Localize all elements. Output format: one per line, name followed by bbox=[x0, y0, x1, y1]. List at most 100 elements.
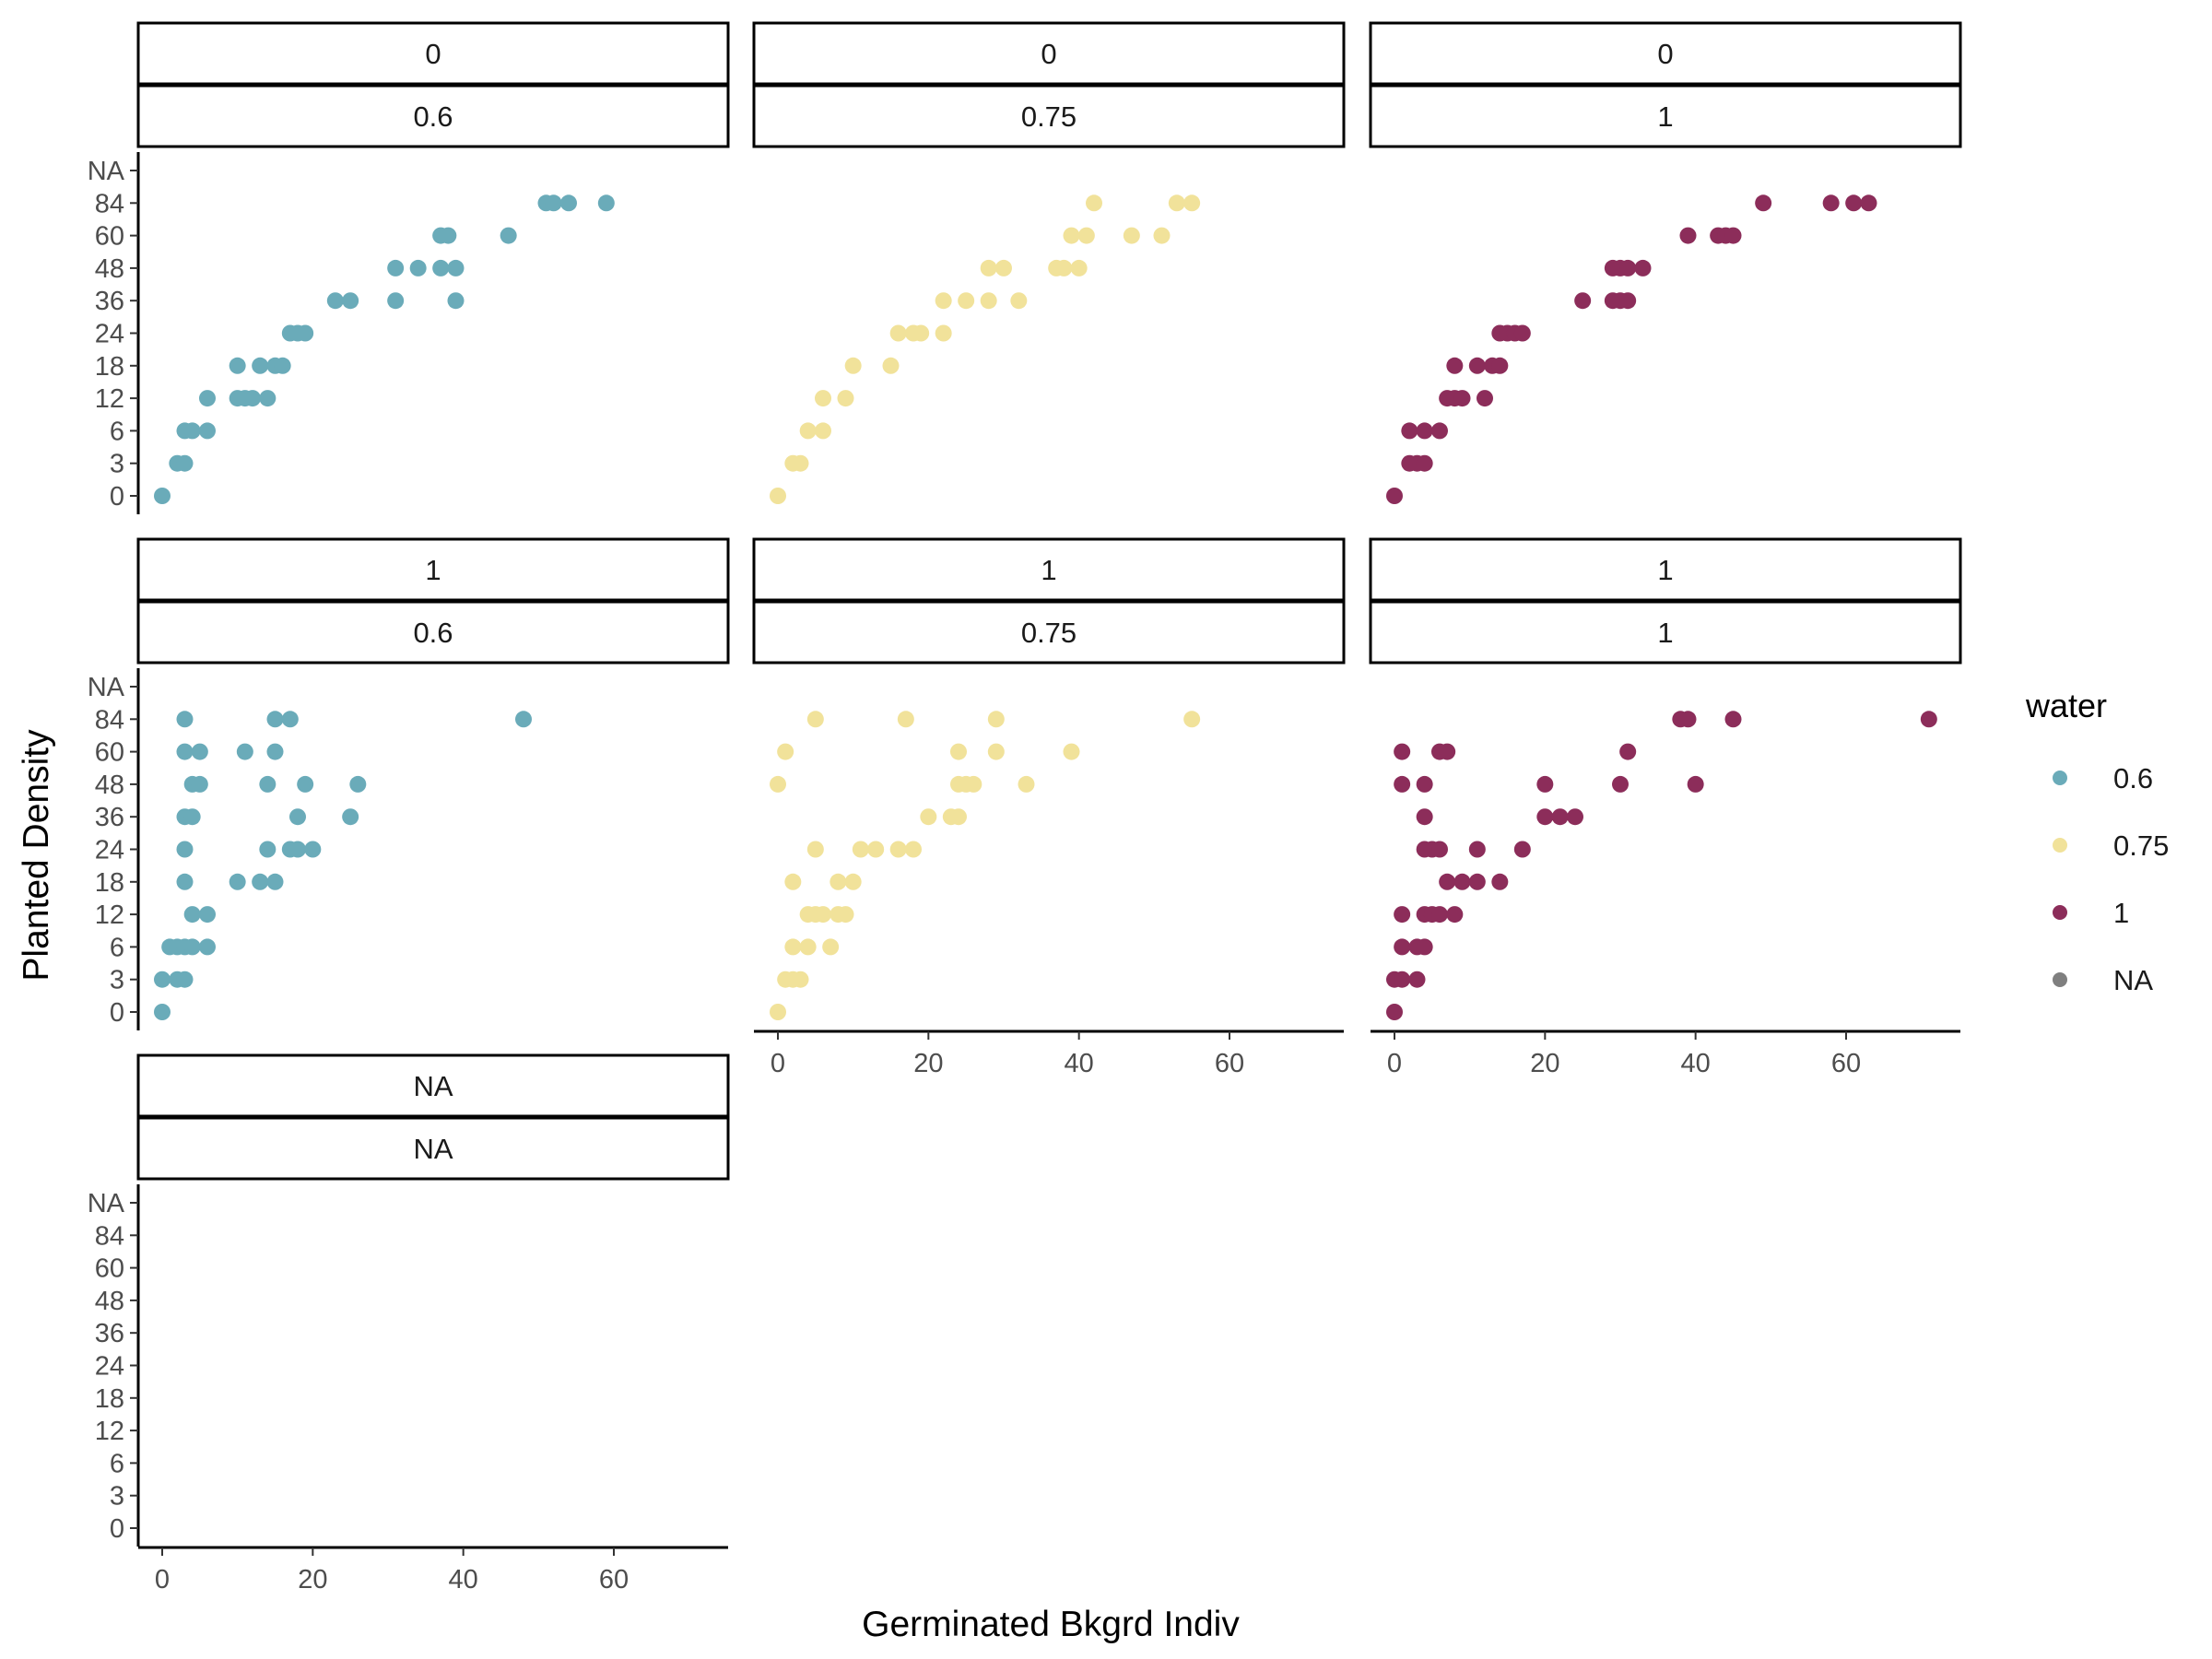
data-point bbox=[1724, 227, 1742, 244]
data-point bbox=[229, 357, 246, 374]
data-point bbox=[229, 873, 246, 890]
data-point bbox=[1477, 390, 1493, 407]
facet-strip-top-label: 1 bbox=[1657, 554, 1673, 586]
data-point bbox=[844, 357, 862, 374]
data-point bbox=[1431, 841, 1448, 858]
data-point bbox=[1416, 938, 1433, 956]
facet-strip-bottom-label: 1 bbox=[1657, 100, 1673, 133]
data-point bbox=[289, 841, 306, 858]
data-point bbox=[1612, 775, 1629, 793]
y-tick-label: 18 bbox=[95, 352, 124, 382]
facet-strip-bottom bbox=[752, 600, 1346, 665]
legend-key bbox=[2053, 905, 2067, 920]
data-point bbox=[1431, 906, 1448, 924]
legend: water 0.6 0.75 1 NA bbox=[2025, 687, 2169, 996]
data-point bbox=[297, 324, 314, 342]
data-point bbox=[281, 711, 299, 728]
data-point bbox=[500, 227, 517, 244]
legend-label: 0.75 bbox=[2113, 830, 2169, 862]
data-point bbox=[844, 873, 862, 890]
y-tick-label: 24 bbox=[95, 836, 124, 865]
data-point bbox=[1536, 775, 1554, 793]
legend-key bbox=[2053, 972, 2067, 987]
y-tick-label: NA bbox=[88, 157, 125, 186]
data-point bbox=[987, 711, 1005, 728]
data-point bbox=[1634, 259, 1652, 276]
data-point bbox=[432, 259, 450, 276]
data-point bbox=[289, 808, 306, 826]
facet-strip-top bbox=[136, 537, 730, 602]
data-point bbox=[1513, 324, 1531, 342]
data-point bbox=[349, 775, 367, 793]
data-point bbox=[154, 1004, 171, 1020]
data-point bbox=[837, 390, 854, 407]
data-point bbox=[1468, 357, 1486, 374]
y-tick-label: 60 bbox=[95, 1254, 124, 1284]
data-point bbox=[199, 422, 216, 440]
data-point bbox=[176, 873, 194, 890]
data-point bbox=[897, 711, 914, 728]
data-point bbox=[1431, 422, 1448, 440]
data-point bbox=[1416, 422, 1433, 440]
facet-strip-top-label: 0 bbox=[1657, 38, 1673, 70]
y-tick-label: 3 bbox=[110, 966, 124, 995]
data-point bbox=[1724, 711, 1742, 728]
data-point bbox=[252, 873, 269, 890]
data-point bbox=[1920, 711, 1937, 728]
data-point bbox=[199, 938, 216, 956]
y-tick-label: 84 bbox=[95, 705, 124, 735]
data-point bbox=[792, 971, 809, 988]
data-point bbox=[1845, 194, 1863, 212]
y-tick-label: 12 bbox=[95, 900, 124, 930]
x-tick-label: 0 bbox=[1387, 1049, 1402, 1078]
facet-strip-top bbox=[1369, 21, 1962, 86]
data-point bbox=[882, 357, 900, 374]
y-tick-label: 3 bbox=[110, 450, 124, 479]
data-point bbox=[183, 808, 201, 826]
data-point bbox=[1394, 743, 1411, 760]
x-tick-label: 40 bbox=[1065, 1049, 1094, 1078]
data-point bbox=[770, 775, 786, 793]
data-point bbox=[199, 390, 216, 407]
data-point bbox=[1491, 873, 1509, 890]
data-point bbox=[191, 743, 208, 760]
y-tick-label: 0 bbox=[110, 998, 124, 1028]
data-point bbox=[1010, 292, 1028, 310]
facet-strip-bottom-label: 0.75 bbox=[1021, 100, 1077, 133]
facet-panel: 01 bbox=[1369, 21, 1962, 504]
y-tick-label: 18 bbox=[95, 868, 124, 898]
data-point bbox=[784, 873, 802, 890]
facet-strip-top-label: 1 bbox=[425, 554, 441, 586]
data-point bbox=[244, 390, 261, 407]
facet-panel: 00.75 bbox=[752, 21, 1346, 504]
data-point bbox=[1077, 227, 1095, 244]
data-point bbox=[1446, 906, 1464, 924]
facet-strip-top-label: 0 bbox=[1041, 38, 1056, 70]
x-tick-label: 40 bbox=[449, 1565, 478, 1594]
data-point bbox=[1086, 194, 1102, 212]
data-point bbox=[176, 841, 194, 858]
facet-strip-top bbox=[136, 1053, 730, 1118]
data-point bbox=[1123, 227, 1140, 244]
data-point bbox=[1453, 873, 1471, 890]
data-point bbox=[440, 227, 457, 244]
y-tick-label: 6 bbox=[110, 1449, 124, 1478]
facet-strip-top bbox=[1369, 537, 1962, 602]
facet-strip-bottom bbox=[1369, 600, 1962, 665]
legend-label: 1 bbox=[2113, 897, 2129, 929]
y-tick-label: 24 bbox=[95, 1352, 124, 1382]
data-point bbox=[560, 194, 577, 212]
facet-strip-bottom bbox=[1369, 84, 1962, 148]
data-point bbox=[266, 711, 284, 728]
data-point bbox=[183, 422, 201, 440]
data-point bbox=[1536, 808, 1554, 826]
data-point bbox=[236, 743, 253, 760]
facet-strip-bottom bbox=[752, 84, 1346, 148]
x-tick-label: 60 bbox=[1215, 1049, 1244, 1078]
y-tick-label: 48 bbox=[95, 1287, 124, 1316]
y-tick-label: 84 bbox=[95, 189, 124, 218]
data-point bbox=[1416, 808, 1433, 826]
x-tick-label: 40 bbox=[1681, 1049, 1711, 1078]
